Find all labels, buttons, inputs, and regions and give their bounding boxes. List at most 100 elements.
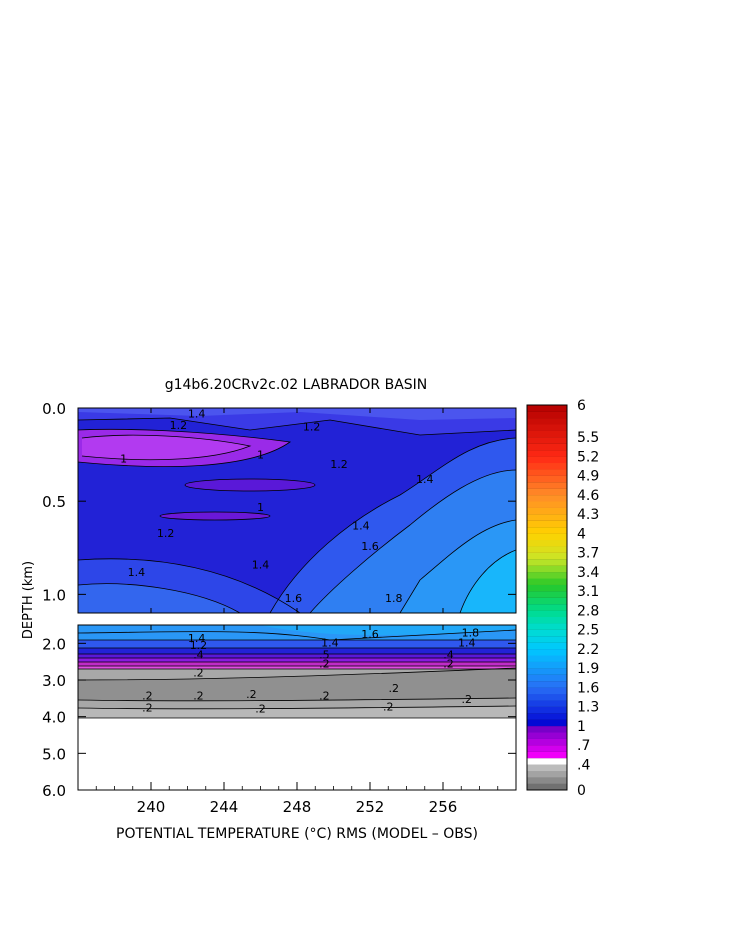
contour-label: .2 [383,700,394,713]
y-tick-label: 0.5 [42,493,66,511]
contour-label: .2 [443,658,454,671]
colorbar-swatch [527,514,567,521]
contour-label: 1.4 [188,408,206,421]
colorbar-swatch [527,687,567,695]
colorbar-label: 2.8 [577,603,599,619]
contour-label: 1 [120,452,127,465]
colorbar-swatch [527,713,567,720]
colorbar-swatch [527,777,567,784]
x-tick-label: 240 [137,798,166,816]
colorbar-swatch [527,610,567,618]
colorbar-swatch [527,706,567,714]
colorbar-swatch [527,655,567,662]
contour-label: 1.4 [321,637,339,650]
contour-label: 1.8 [462,626,480,639]
colorbar-swatch [527,417,567,425]
colorbar-swatch [527,565,567,573]
x-tick-label: 248 [283,798,312,816]
colorbar-swatch [527,526,567,534]
contour-label: 1 [257,501,264,514]
colorbar-swatch [527,738,567,746]
contour-label: 1.4 [128,566,146,579]
contour-label: 1.2 [330,458,348,471]
colorbar-label: 4.3 [577,507,599,523]
colorbar-label: 5.2 [577,449,599,465]
colorbar-swatch [527,757,567,765]
x-axis-label: POTENTIAL TEMPERATURE (°C) RMS (MODEL – … [116,826,478,842]
contour-label: .2 [193,667,204,680]
colorbar-swatch [527,552,567,560]
colorbar-swatch [527,751,567,759]
contour-label: .2 [319,658,330,671]
colorbar-label: 2.5 [577,623,599,639]
contour-label: .2 [255,703,266,716]
colorbar-swatch [527,732,567,739]
colorbar-label: .4 [577,757,590,773]
contour-label: .2 [461,693,472,706]
x-axis: 240 244 248 252 256 [95,408,499,816]
upper-contour-lines [78,417,516,613]
colorbar-frame [526,404,568,791]
contour-label: 1.8 [385,592,403,605]
colorbar-swatch [527,648,567,656]
colorbar-swatch [527,783,567,791]
colorbar-swatch [527,571,567,579]
contour-label: .4 [443,648,454,661]
colorbar-swatch [527,674,567,682]
colorbar-label: 3.4 [577,565,599,581]
contour-label: 1.4 [252,559,270,572]
contour-label: 1.2 [190,639,208,652]
colorbar-swatch [527,424,567,431]
contour-label: 1.6 [361,540,379,553]
colorbar-swatch [527,520,567,528]
colorbar-swatch [527,456,567,464]
colorbar-swatch [527,469,567,476]
colorbar-label: 6 [577,398,586,414]
colorbar-label: .7 [577,738,590,754]
colorbar-swatch [527,584,567,592]
colorbar-swatch [527,546,567,553]
colorbar-swatch [527,405,567,412]
y-tick-label: 6.0 [42,782,66,800]
y-tick-label: 2.0 [42,635,66,653]
contour-label: 1 [257,449,264,462]
lower-panel-field [78,625,516,718]
contour-label: .2 [142,702,153,715]
colorbar-swatch [527,661,567,669]
contour-label: .2 [319,689,330,702]
lower-contour-labels: 1.4 1.6 1.81.4 1.41.2.4.5.4.2.2.2.2.2.2.2.2… [142,626,479,715]
contour-label: 1.4 [188,632,206,645]
colorbar-swatch [527,507,567,515]
colorbar [527,404,567,791]
colorbar-swatch [527,539,567,547]
colorbar-swatch [527,597,567,605]
contour-label: 1.2 [157,527,175,540]
colorbar-swatch [527,430,567,438]
x-tick-label: 244 [210,798,239,816]
colorbar-swatch [527,488,567,496]
contour-label: 1.2 [303,421,321,434]
x-tick-label: 256 [429,798,458,816]
colorbar-swatch [527,725,567,733]
y-tick-label: 1.0 [42,586,66,604]
colorbar-swatch [527,680,567,688]
upper-panel-field [78,408,516,613]
colorbar-swatch [527,668,567,675]
contour-label: .2 [193,689,204,702]
colorbar-swatch [527,437,567,444]
colorbar-label: 1.9 [577,661,599,677]
colorbar-swatch [527,636,567,643]
lower-contour-lines [78,629,516,719]
colorbar-swatch [527,411,567,419]
colorbar-swatch [527,603,567,611]
colorbar-swatch [527,591,567,598]
y-axis-label: DEPTH (km) [21,561,36,639]
contour-label: .2 [246,688,257,701]
colorbar-label: 2.2 [577,642,599,658]
contour-label: .2 [142,689,153,702]
y-axis-lower: 2.0 3.0 4.0 5.0 6.0 [42,635,516,800]
colorbar-swatch [527,462,567,470]
colorbar-swatch [527,482,567,489]
colorbar-label: 1.3 [577,700,599,716]
